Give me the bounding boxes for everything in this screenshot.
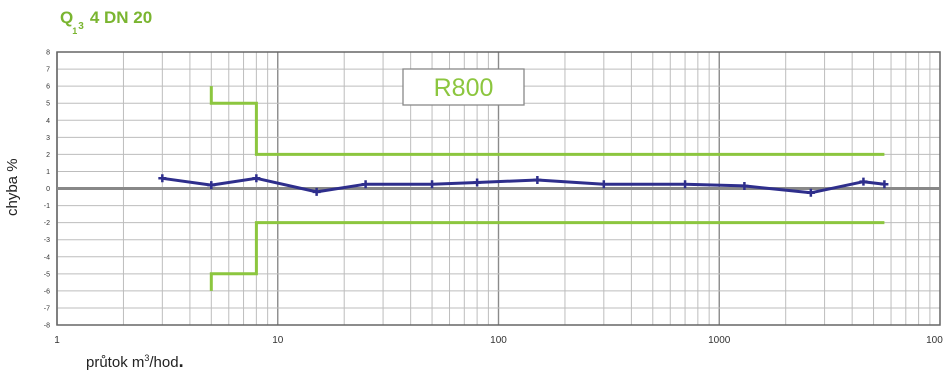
x-tick-label: 1 (54, 335, 60, 346)
y-tick-label: -2 (44, 220, 50, 227)
x-tick-label: 100 (490, 335, 507, 346)
title-q: Q (60, 8, 74, 27)
lower-limit-line (209, 221, 885, 291)
y-tick-label: 2 (46, 152, 50, 159)
measured-point (207, 181, 216, 190)
measured-point (428, 180, 437, 189)
x-tick-label: 1000 (708, 335, 731, 346)
measured-point (599, 180, 608, 189)
measured-point (880, 180, 889, 189)
y-tick-label: 1 (46, 169, 50, 176)
measured-point (312, 187, 321, 196)
y-tick-label: 3 (46, 135, 50, 142)
y-tick-label: 0 (46, 186, 50, 193)
x-tick-label: 10 (272, 335, 284, 346)
measured-point (361, 180, 370, 189)
x-label-sup: 3 (144, 353, 150, 363)
measured-point (252, 174, 261, 183)
measured-point (533, 175, 542, 184)
measured-point (681, 180, 690, 189)
title-subscript: 3 (78, 21, 84, 32)
y-tick-label: -1 (44, 203, 50, 210)
series-layer (158, 174, 889, 197)
y-tick-label: 8 (46, 50, 50, 57)
y-tick-label: -4 (44, 254, 50, 261)
annotation-box (402, 68, 525, 106)
title-index: 1 (72, 26, 78, 36)
annotation-label: R800 (434, 74, 494, 102)
y-tick-label: -3 (44, 237, 50, 244)
measured-error-line (162, 176, 885, 195)
x-tick-label: 10000 (926, 335, 943, 346)
title-rest: 4 DN 20 (89, 8, 153, 27)
y-tick-label: -8 (44, 323, 50, 330)
y-tick-label: 7 (46, 67, 50, 74)
y-tick-label: 4 (46, 118, 50, 125)
x-label-pre: průtok m (86, 354, 145, 371)
measured-point (473, 178, 482, 187)
x-axis-label: průtok m3/hod. (86, 351, 184, 372)
limit-lines (209, 86, 885, 291)
y-tick-label: -5 (44, 271, 50, 278)
y-tick-label: 6 (46, 84, 50, 91)
x-label-post: /hod (149, 354, 179, 371)
annotation: R800 (402, 68, 525, 106)
y-tick-label: -6 (44, 288, 50, 295)
chart-title: Q13 4 DN 20 (60, 8, 153, 36)
measured-point (158, 174, 167, 183)
x-label-dot: . (178, 351, 184, 371)
measured-point (806, 188, 815, 197)
y-tick-label: -7 (44, 305, 50, 312)
upper-limit-line (209, 86, 885, 156)
measured-point (859, 177, 868, 186)
measured-point (740, 181, 749, 190)
y-tick-label: 5 (46, 101, 50, 108)
